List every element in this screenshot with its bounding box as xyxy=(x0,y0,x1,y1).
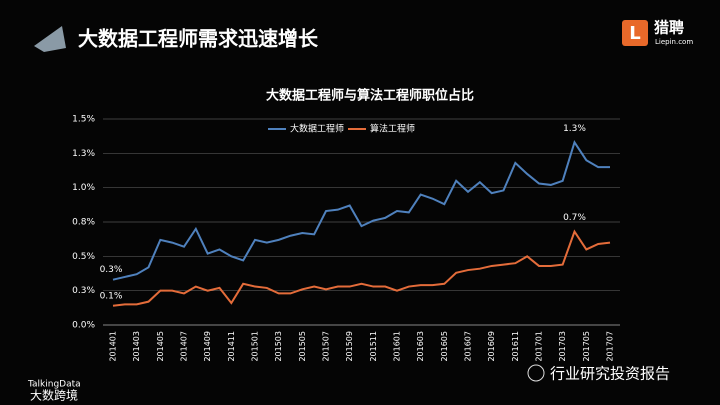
data-label: 0.7% xyxy=(563,213,586,223)
x-tick-label: 201409 xyxy=(203,331,212,362)
legend-label: 算法工程师 xyxy=(370,123,415,135)
x-tick-label: 201503 xyxy=(274,331,283,362)
slide-title: 大数据工程师需求迅速增长 xyxy=(78,27,319,51)
y-tick-label: 0.0% xyxy=(72,321,95,331)
x-tick-label: 201707 xyxy=(606,331,615,362)
source: TalkingData xyxy=(27,380,81,390)
header-icon xyxy=(34,26,66,52)
x-tick-label: 201507 xyxy=(322,331,331,362)
x-tick-label: 201511 xyxy=(369,331,378,362)
x-tick-label: 201509 xyxy=(345,331,354,362)
x-tick-label: 201407 xyxy=(180,331,189,362)
x-tick-label: 201505 xyxy=(298,331,307,362)
x-tick-label: 201401 xyxy=(109,331,118,362)
x-tick-label: 201703 xyxy=(558,331,567,362)
x-tick-label: 201609 xyxy=(487,331,496,362)
channel-icon xyxy=(527,364,545,382)
logo-letter: L xyxy=(629,23,640,44)
series-line xyxy=(112,229,611,307)
logo-mark xyxy=(622,20,648,46)
x-tick-label: 201403 xyxy=(132,331,141,362)
logo: 猎聘 xyxy=(654,19,684,37)
legend-label: 大数据工程师 xyxy=(290,123,344,135)
y-tick-label: 1.0% xyxy=(72,183,95,193)
y-tick-label: 0.3% xyxy=(72,286,95,296)
data-label: 0.3% xyxy=(100,265,123,275)
x-tick-label: 201701 xyxy=(535,331,544,362)
series-line xyxy=(112,140,610,281)
chart-title: 大数据工程师与算法工程师职位占比 xyxy=(266,88,474,104)
x-tick-label: 201705 xyxy=(582,331,591,362)
data-label: 1.3% xyxy=(563,124,586,134)
x-tick-label: 201611 xyxy=(511,331,520,362)
x-tick-label: 201607 xyxy=(464,331,473,362)
x-tick-label: 201501 xyxy=(251,331,260,362)
channel: 行业研究投资报告 xyxy=(550,365,670,383)
logo-sub: Liepin.com xyxy=(655,38,693,46)
data-label: 0.1% xyxy=(100,291,123,301)
x-tick-label: 201601 xyxy=(393,331,402,362)
x-tick-label: 201405 xyxy=(156,331,165,362)
y-tick-label: 1.3% xyxy=(72,149,95,159)
x-tick-label: 201411 xyxy=(227,331,236,362)
y-tick-label: 1.5% xyxy=(72,115,95,125)
watermark: 大数跨境 xyxy=(30,388,78,403)
x-tick-label: 201603 xyxy=(416,331,425,362)
x-tick-label: 201605 xyxy=(440,331,449,362)
y-tick-label: 0.8% xyxy=(72,218,95,228)
y-tick-label: 0.5% xyxy=(72,252,95,262)
